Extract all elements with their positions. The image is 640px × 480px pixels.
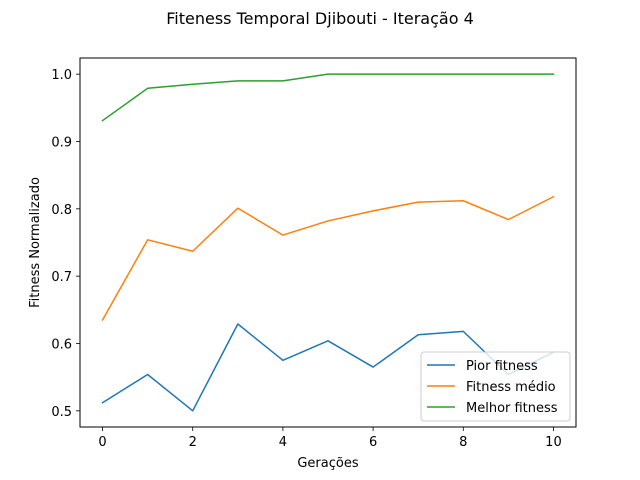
x-tick-label: 4: [279, 435, 287, 450]
x-axis-ticks: 0 2 4 6 8 10: [98, 427, 562, 450]
plot-area-frame: [79, 57, 577, 428]
series-line-0: [101, 323, 555, 412]
legend-label-1: Fitness médio: [466, 380, 556, 395]
y-tick-label: 0.5: [51, 405, 72, 420]
x-tick-label: 2: [189, 435, 197, 450]
x-tick-label: 0: [98, 435, 106, 450]
x-tick-label: 10: [545, 435, 562, 450]
x-tick-label: 6: [369, 435, 377, 450]
series-line-1: [101, 195, 555, 321]
plot-lines: [101, 73, 555, 412]
x-tick-label: 8: [459, 435, 467, 450]
y-axis-ticks: 0.5 0.6 0.7 0.8 0.9 1.0: [51, 68, 80, 420]
y-tick-label: 1.0: [51, 68, 72, 83]
legend: Pior fitness Fitness médio Melhor fitness: [420, 351, 571, 422]
series-line-2: [101, 73, 555, 122]
y-tick-label: 0.8: [51, 203, 72, 218]
chart-title: Fiteness Temporal Djibouti - Iteração 4: [166, 9, 474, 28]
x-axis-label: Gerações: [297, 456, 358, 471]
y-tick-label: 0.6: [51, 338, 72, 353]
y-tick-label: 0.7: [51, 270, 72, 285]
legend-frame: [420, 351, 571, 422]
y-axis-label: Fitness Normalizado: [28, 177, 43, 308]
legend-label-2: Melhor fitness: [466, 401, 558, 416]
legend-label-0: Pior fitness: [466, 359, 538, 374]
y-tick-label: 0.9: [51, 135, 72, 150]
